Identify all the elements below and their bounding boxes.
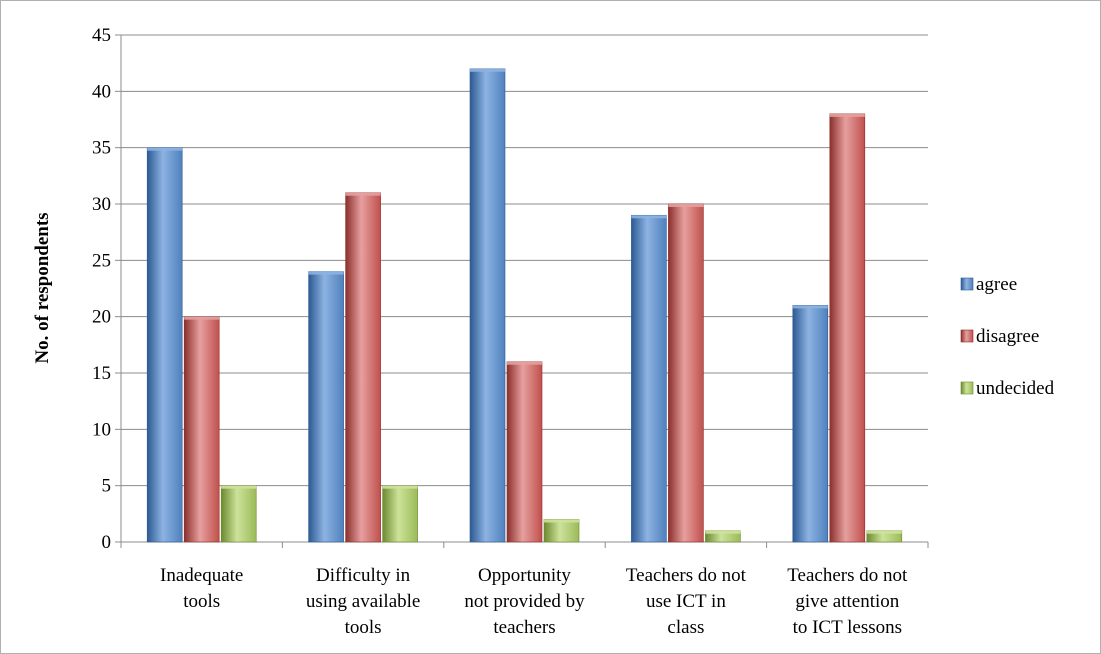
x-category-label-line: class (667, 617, 704, 638)
x-category-label: Opportunity not provided by teachers (464, 565, 585, 638)
x-category-label-line: Inadequate (160, 565, 243, 586)
bar-cap-agree (470, 68, 505, 72)
x-category-label-line: Difficulty in (316, 565, 411, 586)
x-category-label-line: tools (345, 617, 382, 638)
x-category-label-line: teachers (493, 617, 555, 638)
x-category-label: Teachers do not give attention to ICT less… (787, 565, 908, 638)
y-tick-label: 15 (92, 363, 111, 384)
bar-cap-disagree (507, 361, 542, 365)
bar-agree (792, 305, 829, 543)
legend-swatch-disagree (960, 329, 974, 343)
x-category-label-line: Teachers do not (626, 565, 747, 586)
x-category-label: Teachers do not use ICT in class (626, 565, 747, 638)
x-category-label-line: Teachers do not (787, 565, 908, 586)
y-axis-label: No. of respondents (32, 212, 53, 363)
bar-cap-agree (792, 305, 828, 309)
bar-cap-undecided (705, 530, 741, 534)
x-category-label-line: Opportunity (478, 565, 571, 586)
bar-cap-undecided (221, 485, 257, 489)
y-tick-label: 45 (92, 25, 111, 46)
x-category-label: Inadequate tools (160, 565, 243, 612)
bar-undecided (382, 485, 418, 543)
bar-disagree (183, 316, 220, 543)
bar-disagree (506, 361, 543, 543)
legend-label-undecided: undecided (976, 378, 1055, 399)
bar-cap-undecided (382, 485, 418, 489)
bar-cap-disagree (345, 192, 381, 196)
bar-undecided (543, 519, 580, 543)
x-category-label-line: not provided by (464, 591, 585, 612)
y-tick-label: 10 (92, 419, 111, 440)
y-tick-label: 35 (92, 138, 111, 159)
bars (146, 68, 903, 543)
bar-cap-disagree (829, 113, 865, 117)
bar-disagree (668, 203, 704, 543)
x-category-label-line: to ICT lessons (793, 617, 902, 638)
bar-cap-disagree (184, 316, 220, 320)
legend-label-agree: agree (976, 274, 1017, 295)
bar-cap-agree (147, 147, 183, 151)
legend-swatch-agree (960, 277, 974, 291)
y-tick-label: 0 (102, 532, 112, 553)
legend-swatch-undecided (960, 381, 974, 395)
legend: agree disagree undecided (960, 274, 1055, 399)
bar-agree (308, 271, 344, 543)
bar-agree (469, 68, 506, 543)
y-tick-label: 40 (92, 81, 111, 102)
bar-agree (146, 147, 183, 543)
category-labels: Inadequate tools Difficulty in using availa… (160, 565, 908, 638)
y-tick-label: 5 (102, 476, 112, 497)
y-tick-label: 30 (92, 194, 111, 215)
bar-cap-undecided (544, 519, 579, 523)
x-category-label-line: using available (306, 591, 421, 612)
bar-disagree (345, 192, 381, 543)
x-category-label: Difficulty in using available tools (306, 565, 421, 638)
bar-cap-agree (308, 271, 344, 275)
y-tick-label: 20 (92, 307, 111, 328)
x-category-label-line: use ICT in (646, 591, 726, 612)
bar-agree (631, 214, 667, 543)
bar-undecided (220, 485, 257, 543)
bar-cap-disagree (668, 204, 704, 207)
bar-disagree (829, 113, 866, 543)
x-category-label-line: tools (183, 591, 220, 612)
x-category-label-line: give attention (795, 591, 899, 612)
legend-label-disagree: disagree (976, 326, 1039, 347)
bar-cap-undecided (866, 530, 902, 534)
bar-cap-agree (631, 215, 667, 219)
y-tick-label: 25 (92, 250, 111, 271)
